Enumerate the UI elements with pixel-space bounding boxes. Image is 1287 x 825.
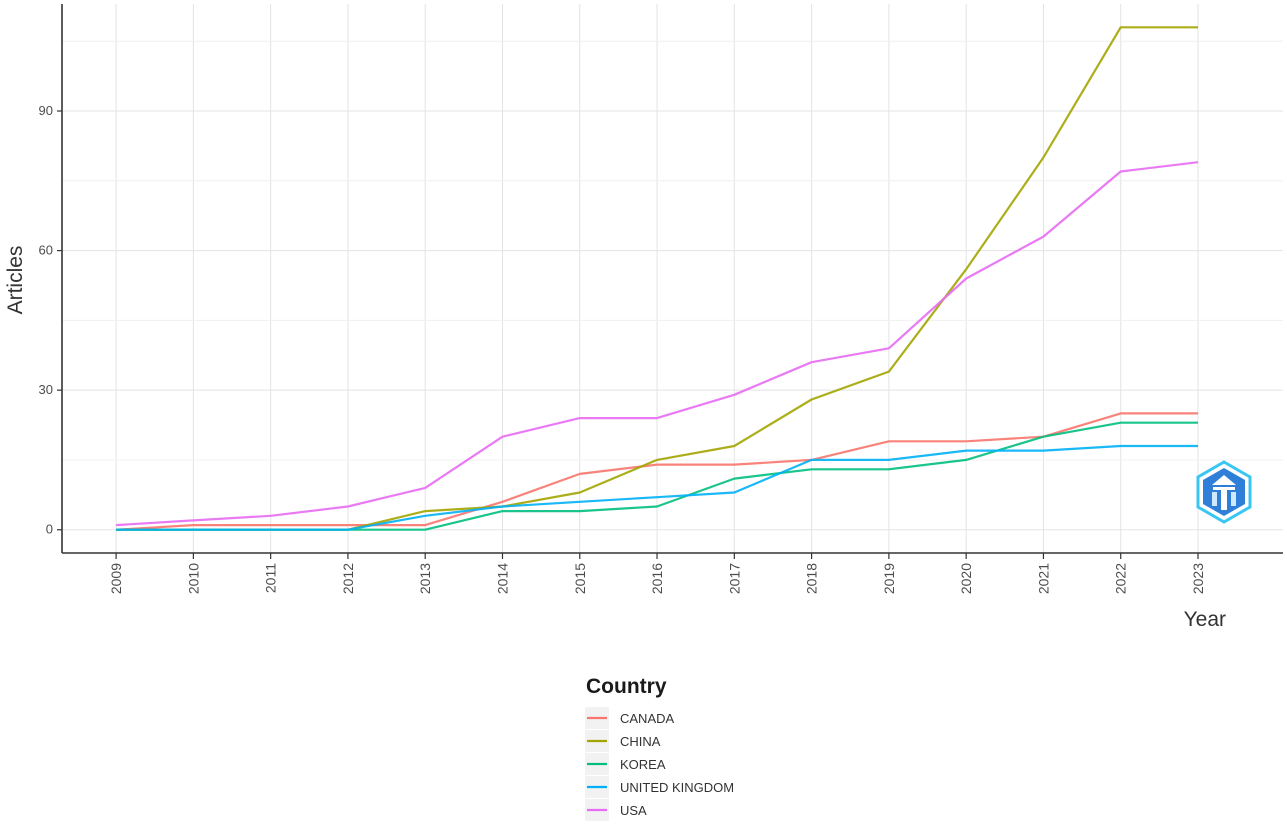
x-tick-label: 2011	[263, 563, 279, 593]
y-axis-title: Articles	[4, 246, 27, 315]
x-tick-label: 2021	[1035, 563, 1051, 594]
x-tick-label: 2022	[1113, 563, 1129, 594]
y-tick-label: 0	[46, 522, 53, 537]
x-tick-label: 2019	[881, 563, 897, 594]
x-tick-label: 2014	[494, 563, 510, 594]
x-tick-label: 2018	[804, 563, 820, 594]
x-tick-label: 2023	[1190, 563, 1206, 594]
grid	[62, 4, 1283, 553]
legend-title: Country	[586, 675, 667, 698]
series-line-usa	[116, 161, 1199, 527]
y-tick-label: 60	[39, 243, 53, 258]
x-tick-label: 2016	[649, 563, 665, 594]
x-tick-label: 2009	[108, 563, 124, 594]
legend-label: UNITED KINGDOM	[620, 780, 734, 795]
x-tick-label: 2015	[572, 563, 588, 594]
x-tick-label: 2020	[958, 563, 974, 594]
legend-label: USA	[620, 803, 647, 818]
legend-label: CHINA	[620, 734, 661, 749]
series-line-canada	[116, 412, 1198, 531]
axes	[61, 4, 1283, 554]
legend-label: KOREA	[620, 757, 666, 772]
x-tick-label: 2017	[726, 563, 742, 594]
x-axis-title: Year	[1184, 608, 1226, 631]
ticks: 0 30 60 90 2009 2010 2011 2012 2013 2014 2015 2016 2…	[39, 103, 1206, 594]
hexagon-logo-icon	[1196, 460, 1252, 524]
legend-label: CANADA	[620, 711, 675, 726]
x-tick-label: 2010	[185, 563, 201, 594]
series-line-united-kingdom	[116, 444, 1198, 531]
y-tick-label: 30	[39, 382, 53, 397]
y-tick-label: 90	[39, 103, 53, 118]
series-lines	[116, 26, 1199, 531]
legend: Country CANADA CHINA KOREA UNITED KINGDOM US…	[585, 675, 734, 821]
x-tick-label: 2013	[417, 563, 433, 594]
x-tick-label: 2012	[340, 563, 356, 594]
